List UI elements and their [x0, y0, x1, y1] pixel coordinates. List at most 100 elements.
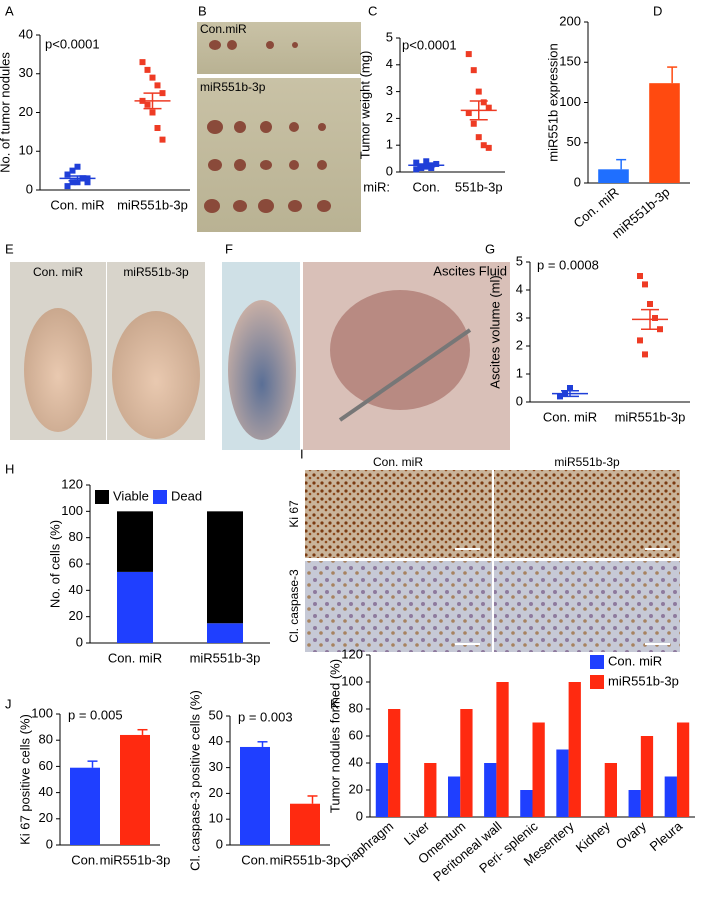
scale-bars	[455, 548, 670, 645]
panel-letter: H	[5, 461, 14, 476]
data-point	[470, 67, 477, 74]
panel-letter: B	[198, 3, 207, 18]
bar	[290, 803, 320, 845]
y-tick-label: 50	[209, 707, 223, 722]
data-point	[69, 179, 76, 186]
x-tick-label: Con. miR	[50, 197, 104, 212]
bar-segment	[207, 511, 243, 624]
data-point	[480, 99, 487, 106]
bar	[70, 767, 100, 845]
photo-panel-e: E Con. miR miR551b-3p	[5, 241, 205, 440]
y-tick-label: 20	[19, 104, 33, 119]
y-tick-label: 30	[209, 759, 223, 774]
y-tick-label: 20	[69, 608, 83, 623]
y-axis-label: Tumor weight (mg)	[357, 51, 372, 160]
data-point	[642, 281, 648, 288]
bar	[240, 746, 270, 845]
data-point	[485, 104, 492, 111]
x-tick-label: miR551b-3p	[270, 852, 341, 867]
y-tick-label: 80	[349, 700, 363, 715]
bar	[532, 722, 545, 817]
y-tick-label: 100	[61, 503, 83, 518]
bar	[388, 709, 401, 817]
x-tick-label: Con. miR	[543, 409, 597, 424]
legend-label: Dead	[171, 488, 202, 503]
y-tick-label: 100	[559, 94, 581, 109]
y-tick-label: 0	[216, 836, 223, 851]
data-point	[657, 326, 663, 333]
x-tick-label: miR551b-3p	[615, 409, 686, 424]
photo-panel-b: B Con.miR miR551b-3p	[197, 3, 361, 232]
bar	[676, 722, 690, 817]
y-tick-label: 1	[386, 137, 393, 152]
y-tick-label: 3	[386, 83, 393, 98]
y-tick-label: 200	[559, 13, 581, 28]
y-tick-label: 60	[69, 555, 83, 570]
bar	[604, 763, 617, 817]
bar	[649, 83, 680, 183]
y-tick-label: 40	[19, 26, 33, 41]
y-tick-label: 2	[386, 110, 393, 125]
data-point	[465, 51, 472, 58]
column-label: Con. miR	[373, 455, 423, 469]
data-point	[652, 315, 658, 321]
y-tick-label: 0	[516, 393, 523, 408]
data-point	[480, 142, 487, 149]
panel-letter: C	[368, 3, 377, 18]
forceps	[338, 328, 472, 422]
data-point	[465, 110, 472, 117]
data-point	[485, 144, 492, 151]
panel-letter: I	[300, 446, 304, 461]
bar	[568, 682, 581, 817]
photo	[197, 22, 361, 74]
y-tick-label: 5	[516, 253, 523, 268]
panel-letter: F	[225, 241, 233, 256]
photo-label: Con. miR	[33, 265, 83, 279]
photo-label: miR551b-3p	[200, 80, 266, 94]
bar	[628, 790, 641, 817]
bar-segment	[117, 511, 153, 572]
x-tick-label: Pleura	[647, 818, 686, 854]
x-tick-label: Con.	[241, 852, 268, 867]
bar	[664, 776, 677, 817]
y-tick-label: 5	[386, 29, 393, 44]
y-axis-label: Cl. caspase-3 positive cells (%)	[187, 690, 202, 871]
y-tick-label: 1	[516, 365, 523, 380]
annotation: p<0.0001	[402, 37, 457, 52]
bar-segment	[117, 571, 153, 643]
y-tick-label: 40	[39, 784, 53, 799]
bar	[424, 763, 437, 817]
x-tick-label: Con.	[413, 179, 440, 194]
x-tick-label: 551b-3p	[455, 179, 503, 194]
data-point	[144, 66, 151, 73]
legend-swatch	[590, 655, 604, 669]
data-point	[557, 393, 563, 400]
photo-panel-f: F Ascites Fluid	[222, 241, 510, 450]
mouse	[24, 308, 92, 432]
y-tick-label: 120	[61, 476, 83, 491]
legend-swatch	[95, 490, 109, 504]
photo-label: Con.miR	[200, 22, 247, 36]
photo-panel-i: I Con. miR miR551b-3p Ki 67 Cl. caspase-…	[287, 446, 680, 652]
x-tick-label: Ovary	[613, 818, 650, 852]
data-point	[413, 159, 420, 166]
data-point	[139, 59, 146, 66]
row-label: Cl. caspase-3	[287, 569, 301, 643]
y-tick-label: 50	[567, 134, 581, 149]
mouse	[228, 300, 296, 440]
bar	[520, 790, 533, 817]
y-tick-label: 100	[341, 673, 363, 688]
bar	[484, 763, 497, 817]
data-point	[567, 385, 573, 391]
y-tick-label: 80	[39, 732, 53, 747]
nodules	[204, 40, 331, 213]
data-point	[475, 88, 482, 95]
bar	[448, 776, 461, 817]
bar	[598, 169, 629, 183]
data-point	[433, 160, 440, 167]
y-tick-label: 40	[209, 733, 223, 748]
y-tick-label: 0	[386, 163, 393, 178]
micrograph	[494, 470, 680, 558]
data-point	[413, 166, 420, 173]
